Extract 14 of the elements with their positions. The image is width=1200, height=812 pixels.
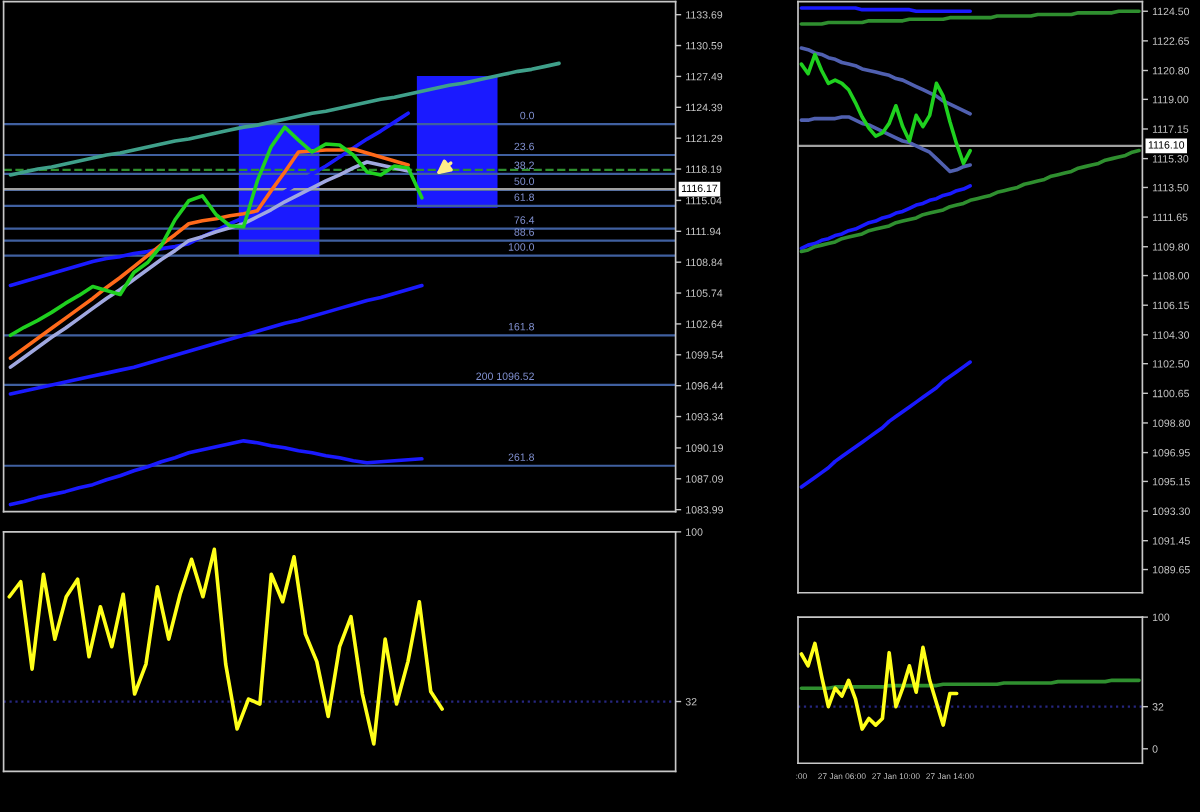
- line-series: [799, 9, 1141, 26]
- line-series: [799, 148, 1141, 254]
- line-series: [799, 115, 973, 174]
- line-series: [799, 641, 959, 731]
- line-series: [8, 61, 561, 177]
- line-series: [799, 46, 973, 116]
- line-series: [8, 283, 424, 396]
- line-series: [7, 547, 444, 746]
- line-series: [8, 125, 424, 338]
- line-series: [8, 111, 410, 288]
- line-series: [799, 184, 973, 251]
- line-series: [8, 439, 424, 507]
- line-series: [799, 52, 973, 166]
- line-series: [799, 360, 973, 489]
